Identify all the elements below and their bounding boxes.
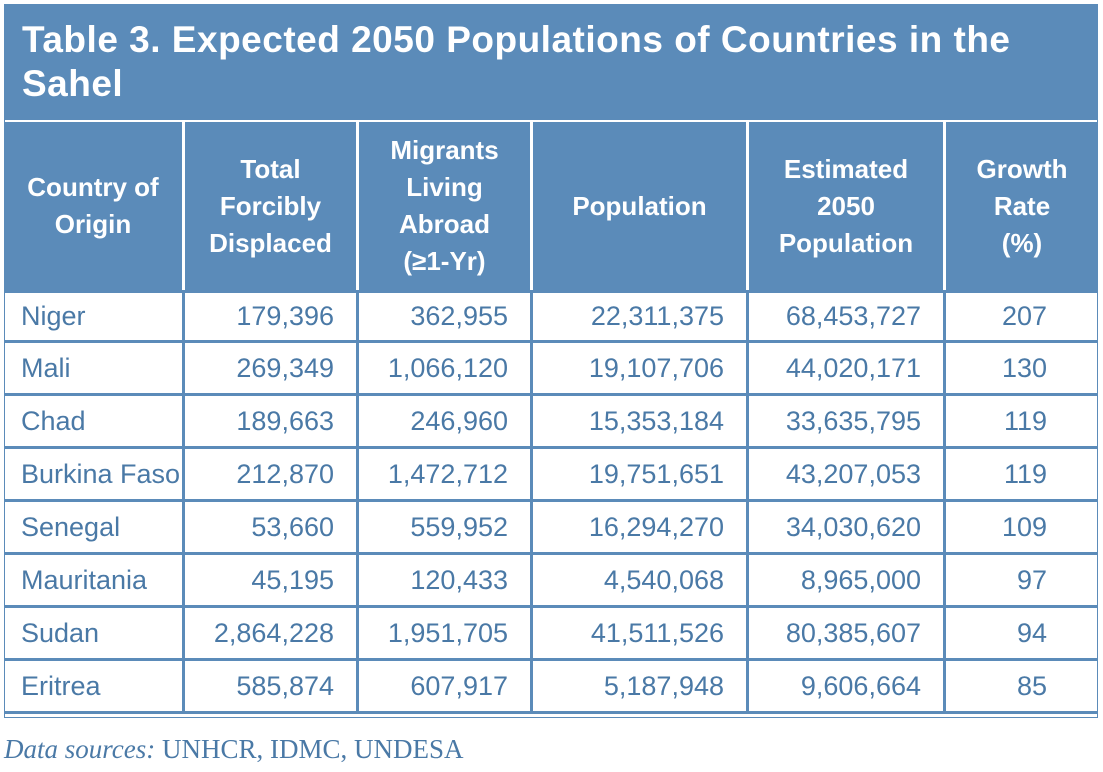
column-header: Country of Origin	[4, 122, 185, 290]
value-cell: 1,951,705	[359, 608, 533, 661]
value-cell: 44,020,171	[749, 343, 946, 396]
data-sources-label: Data sources:	[4, 734, 156, 764]
value-cell: 43,207,053	[749, 449, 946, 502]
column-header-line: Rate	[993, 190, 1051, 221]
table-row: Sudan 2,864,228 1,951,705 41,511,526 80,385,…	[4, 608, 1098, 661]
country-cell: Senegal	[4, 502, 185, 555]
country-cell: Mali	[4, 343, 185, 396]
value-cell: 15,353,184	[533, 396, 749, 449]
value-cell: 94	[946, 608, 1098, 661]
country-cell: Niger	[4, 290, 185, 343]
value-cell: 19,751,651	[533, 449, 749, 502]
column-header-line: 2050	[817, 190, 875, 221]
column-header-line: (≥1-Yr)	[403, 246, 486, 276]
country-cell: Mauritania	[4, 555, 185, 608]
value-cell: 212,870	[185, 449, 359, 502]
column-header: Estimated 2050 Population	[749, 122, 946, 290]
data-sources-text: UNHCR, IDMC, UNDESA	[161, 734, 464, 764]
column-header-line: Living	[406, 172, 483, 202]
value-cell: 5,187,948	[533, 661, 749, 714]
value-cell: 207	[946, 290, 1098, 343]
value-cell: 2,864,228	[185, 608, 359, 661]
value-cell: 8,965,000	[749, 555, 946, 608]
value-cell: 85	[946, 661, 1098, 714]
value-cell: 119	[946, 449, 1098, 502]
value-cell: 16,294,270	[533, 502, 749, 555]
value-cell: 607,917	[359, 661, 533, 714]
table-row: Niger 179,396 362,955 22,311,375 68,453,727 2…	[4, 290, 1098, 343]
column-header: Migrants Living Abroad (≥1-Yr)	[359, 122, 533, 290]
table-row: Mali 269,349 1,066,120 19,107,706 44,020,171…	[4, 343, 1098, 396]
value-cell: 34,030,620	[749, 502, 946, 555]
value-cell: 130	[946, 343, 1098, 396]
value-cell: 41,511,526	[533, 608, 749, 661]
table-row: Chad 189,663 246,960 15,353,184 33,635,795 11…	[4, 396, 1098, 449]
value-cell: 9,606,664	[749, 661, 946, 714]
column-header: Population	[533, 122, 749, 290]
value-cell: 362,955	[359, 290, 533, 343]
value-cell: 1,066,120	[359, 343, 533, 396]
column-header-line: Population	[572, 190, 707, 221]
column-header-line: Displaced	[209, 227, 332, 258]
column-header: Total Forcibly Displaced	[185, 122, 359, 290]
value-cell: 19,107,706	[533, 343, 749, 396]
country-cell: Chad	[4, 396, 185, 449]
table-row: Eritrea 585,874 607,917 5,187,948 9,606,664 8…	[4, 661, 1098, 714]
value-cell: 22,311,375	[533, 290, 749, 343]
column-header-line: (%)	[1001, 227, 1043, 258]
value-cell: 53,660	[185, 502, 359, 555]
header-row: Country of Origin Total Forcibly Displaced …	[4, 122, 1098, 290]
value-cell: 119	[946, 396, 1098, 449]
population-table: Country of Origin Total Forcibly Displaced …	[4, 122, 1098, 714]
value-cell: 45,195	[185, 555, 359, 608]
value-cell: 269,349	[185, 343, 359, 396]
value-cell: 4,540,068	[533, 555, 749, 608]
value-cell: 179,396	[185, 290, 359, 343]
table-row: Burkina Faso 212,870 1,472,712 19,751,651 43…	[4, 449, 1098, 502]
table-title: Table 3. Expected 2050 Populations of Co…	[22, 19, 1011, 104]
column-header-line: Migrants	[390, 135, 499, 165]
value-cell: 68,453,727	[749, 290, 946, 343]
table-row: Senegal 53,660 559,952 16,294,270 34,030,620…	[4, 502, 1098, 555]
country-cell: Sudan	[4, 608, 185, 661]
column-header-line: Growth	[976, 153, 1068, 184]
column-header-line: Origin	[54, 209, 132, 239]
table-row: Mauritania 45,195 120,433 4,540,068 8,965,00…	[4, 555, 1098, 608]
value-cell: 97	[946, 555, 1098, 608]
column-header: Growth Rate (%)	[946, 122, 1098, 290]
value-cell: 246,960	[359, 396, 533, 449]
value-cell: 189,663	[185, 396, 359, 449]
value-cell: 1,472,712	[359, 449, 533, 502]
column-header-line: Forcibly	[219, 190, 322, 221]
country-cell: Eritrea	[4, 661, 185, 714]
title-bar: Table 3. Expected 2050 Populations of Co…	[4, 4, 1098, 120]
value-cell: 33,635,795	[749, 396, 946, 449]
value-cell: 80,385,607	[749, 608, 946, 661]
column-header-line: Population	[778, 227, 914, 258]
column-header-line: Country of	[27, 172, 159, 202]
country-cell: Burkina Faso	[4, 449, 185, 502]
column-header-line: Total	[240, 153, 301, 184]
value-cell: 559,952	[359, 502, 533, 555]
data-sources-note: Data sources: UNHCR, IDMC, UNDESA	[4, 734, 464, 765]
value-cell: 585,874	[185, 661, 359, 714]
value-cell: 109	[946, 502, 1098, 555]
column-header-line: Abroad	[399, 209, 490, 239]
value-cell: 120,433	[359, 555, 533, 608]
column-header-line: Estimated	[783, 153, 909, 184]
